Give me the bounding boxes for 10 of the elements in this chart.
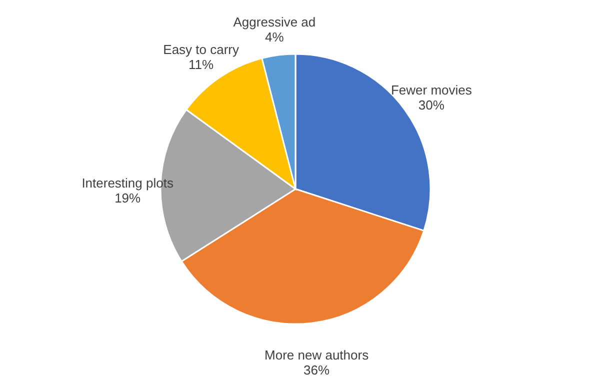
data-label: 36% — [304, 362, 330, 378]
slice-label: Interesting plots — [82, 176, 174, 191]
data-label: 11% — [188, 57, 214, 72]
data-label: 19% — [114, 190, 142, 206]
slice-label: Aggressive ad — [233, 14, 316, 30]
data-label: 4% — [265, 29, 284, 44]
slice-label: Fewer movies — [390, 82, 472, 98]
data-label: 30% — [418, 97, 445, 112]
slice-label: Easy to carry — [163, 42, 240, 58]
slice-label: More new authors — [264, 348, 370, 363]
